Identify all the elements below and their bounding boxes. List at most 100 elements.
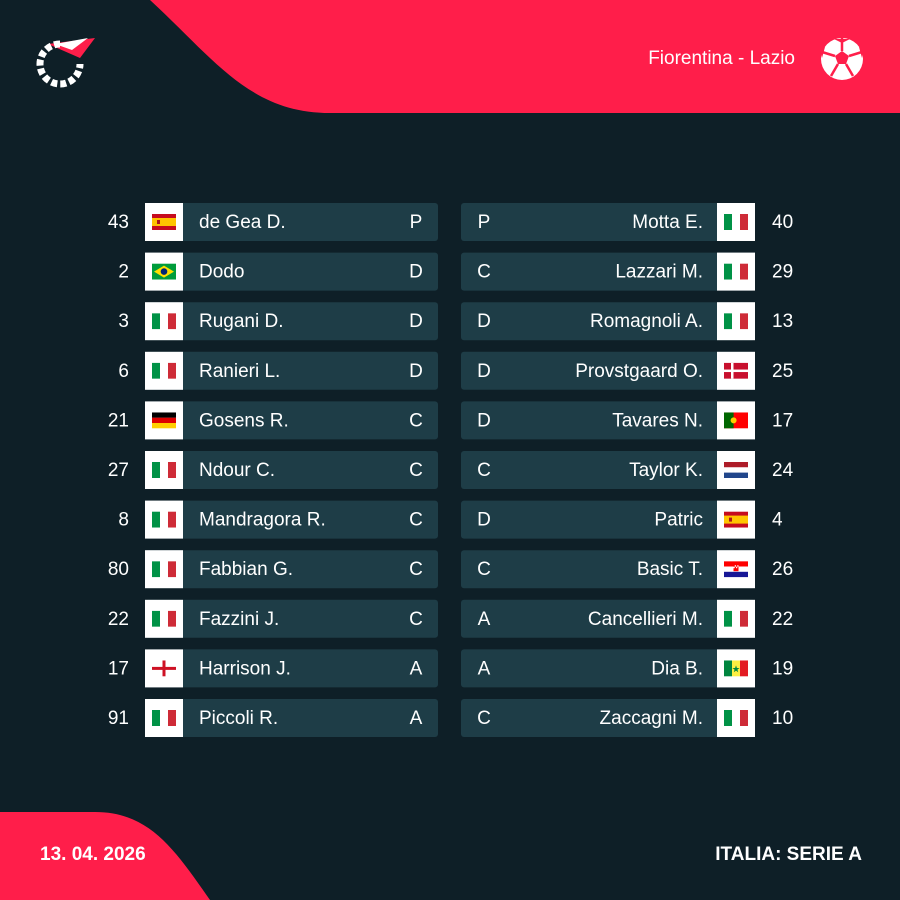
player-number: 4	[772, 510, 783, 531]
player-number: 13	[772, 311, 793, 332]
player-number: 2	[118, 262, 129, 283]
player-name: Cancellieri M.	[588, 609, 703, 630]
row-background	[461, 252, 755, 291]
player-position: C	[409, 460, 423, 481]
player-position: P	[478, 212, 491, 233]
player-position: A	[478, 658, 491, 679]
flag	[152, 511, 176, 528]
match-title: Fiorentina - Lazio	[648, 48, 795, 69]
player-position: C	[409, 510, 423, 531]
player-position: A	[410, 658, 423, 679]
away-player-row: A Cancellieri M. 22	[461, 599, 793, 638]
player-number: 21	[108, 410, 129, 431]
away-player-row: D Provstgaard O. 25	[461, 351, 793, 390]
row-background	[461, 599, 755, 638]
player-position: D	[477, 510, 491, 531]
player-position: C	[477, 262, 491, 283]
player-position: C	[409, 559, 423, 580]
home-player-row: 27 Ndour C. C	[108, 451, 438, 489]
league-name: ITALIA: SERIE A	[715, 844, 862, 865]
player-position: C	[477, 708, 491, 729]
player-name: Harrison J.	[199, 658, 291, 679]
flag	[724, 263, 748, 280]
row-background	[461, 203, 755, 241]
player-name: Zaccagni M.	[600, 708, 703, 729]
home-player-row: 3 Rugani D. D	[118, 302, 438, 341]
player-name: Fazzini J.	[199, 609, 279, 630]
away-player-row: P Motta E. 40	[461, 203, 793, 241]
row-background	[145, 649, 438, 688]
home-player-row: 22 Fazzini J. C	[108, 599, 438, 638]
flag	[724, 462, 748, 478]
row-background	[145, 252, 438, 291]
flag	[152, 710, 176, 726]
flag	[152, 313, 176, 330]
home-player-row: 8 Mandragora R. C	[118, 500, 438, 539]
row-background	[461, 302, 755, 341]
player-number: 26	[772, 559, 793, 580]
home-player-row: 21 Gosens R. C	[108, 401, 438, 440]
player-name: Dia B.	[651, 658, 703, 679]
player-position: D	[409, 361, 423, 382]
flag	[152, 412, 176, 429]
away-player-row: D Patric 4	[461, 500, 783, 539]
flag	[724, 313, 748, 330]
flag	[152, 561, 176, 578]
row-background	[145, 203, 438, 241]
player-name: Romagnoli A.	[590, 311, 703, 332]
player-position: A	[478, 609, 491, 630]
player-name: Basic T.	[637, 559, 703, 580]
flag	[152, 362, 176, 379]
flag	[724, 362, 748, 379]
away-player-row: D Tavares N. 17	[461, 401, 793, 440]
row-background	[145, 451, 438, 489]
player-position: P	[410, 212, 423, 233]
lineups: 43 de Gea D. P 2 Dodo D 3 Rugani D. D 6 Ranieri L.…	[108, 203, 794, 737]
footer-band	[0, 812, 210, 900]
flag	[724, 660, 748, 677]
player-position: C	[477, 460, 491, 481]
player-name: Piccoli R.	[199, 708, 278, 729]
home-player-row: 43 de Gea D. P	[108, 203, 438, 241]
row-background	[145, 550, 438, 589]
player-number: 40	[772, 212, 793, 233]
player-number: 17	[108, 658, 129, 679]
row-background	[145, 351, 438, 390]
row-background	[461, 401, 755, 440]
player-name: Taylor K.	[629, 460, 703, 481]
player-position: C	[477, 559, 491, 580]
player-number: 10	[772, 708, 793, 729]
away-player-row: A Dia B. 19	[461, 649, 793, 688]
player-number: 3	[118, 311, 129, 332]
flag	[724, 511, 748, 528]
away-player-row: C Basic T. 26	[461, 550, 793, 589]
player-number: 29	[772, 262, 793, 283]
header-band	[150, 0, 900, 113]
row-background	[461, 451, 755, 489]
player-name: Dodo	[199, 262, 244, 283]
player-number: 24	[772, 460, 794, 481]
player-number: 22	[772, 609, 793, 630]
player-number: 91	[108, 708, 129, 729]
flag	[152, 660, 176, 677]
row-background	[145, 302, 438, 341]
row-background	[461, 699, 755, 737]
logo	[36, 38, 95, 88]
row-background	[461, 500, 755, 539]
player-name: Motta E.	[632, 212, 703, 233]
player-name: Provstgaard O.	[575, 361, 703, 382]
flag	[152, 610, 176, 627]
flag	[724, 214, 748, 230]
player-number: 80	[108, 559, 129, 580]
player-position: D	[477, 410, 491, 431]
away-player-row: C Lazzari M. 29	[461, 252, 793, 291]
row-background	[145, 401, 438, 440]
player-number: 19	[772, 658, 793, 679]
player-number: 17	[772, 410, 793, 431]
player-name: Tavares N.	[612, 410, 703, 431]
away-player-row: C Zaccagni M. 10	[461, 699, 793, 737]
player-position: C	[409, 410, 423, 431]
flag	[152, 462, 176, 478]
player-position: D	[409, 311, 423, 332]
flag	[724, 610, 748, 627]
